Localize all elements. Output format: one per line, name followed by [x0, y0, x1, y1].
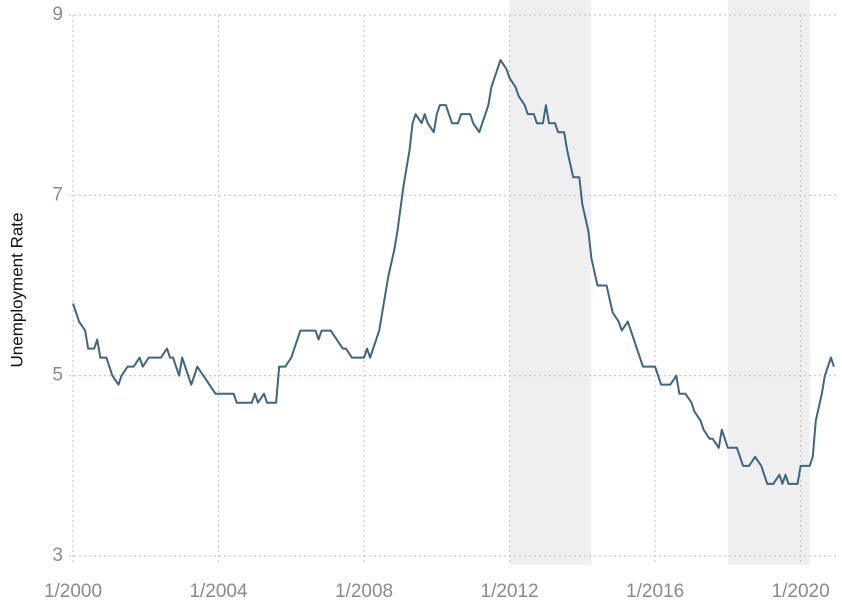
- series-line: [72, 59, 835, 485]
- shaded-period: [727, 0, 810, 565]
- y-tick-label: 7: [52, 184, 63, 205]
- x-tick-label: 1/2008: [335, 581, 393, 602]
- y-tick-label: 3: [52, 545, 63, 566]
- grid-layer: 3 5 7 9 1/2000 1/2004 1/2008 1/2012 1/2016 1/2020: [44, 4, 837, 602]
- x-tick-label: 1/2016: [626, 581, 684, 602]
- x-tick-label: 1/2020: [772, 581, 830, 602]
- shading-layer: [509, 0, 810, 565]
- data-layer: [72, 59, 835, 485]
- y-tick-label: 5: [52, 365, 63, 386]
- y-tick-label: 9: [52, 4, 63, 25]
- x-tick-label: 1/2004: [189, 581, 248, 602]
- x-tick-label: 1/2000: [44, 581, 102, 602]
- x-tick-label: 1/2012: [481, 581, 539, 602]
- shaded-period: [509, 0, 592, 565]
- y-axis-label: Unemployment Rate: [7, 213, 26, 368]
